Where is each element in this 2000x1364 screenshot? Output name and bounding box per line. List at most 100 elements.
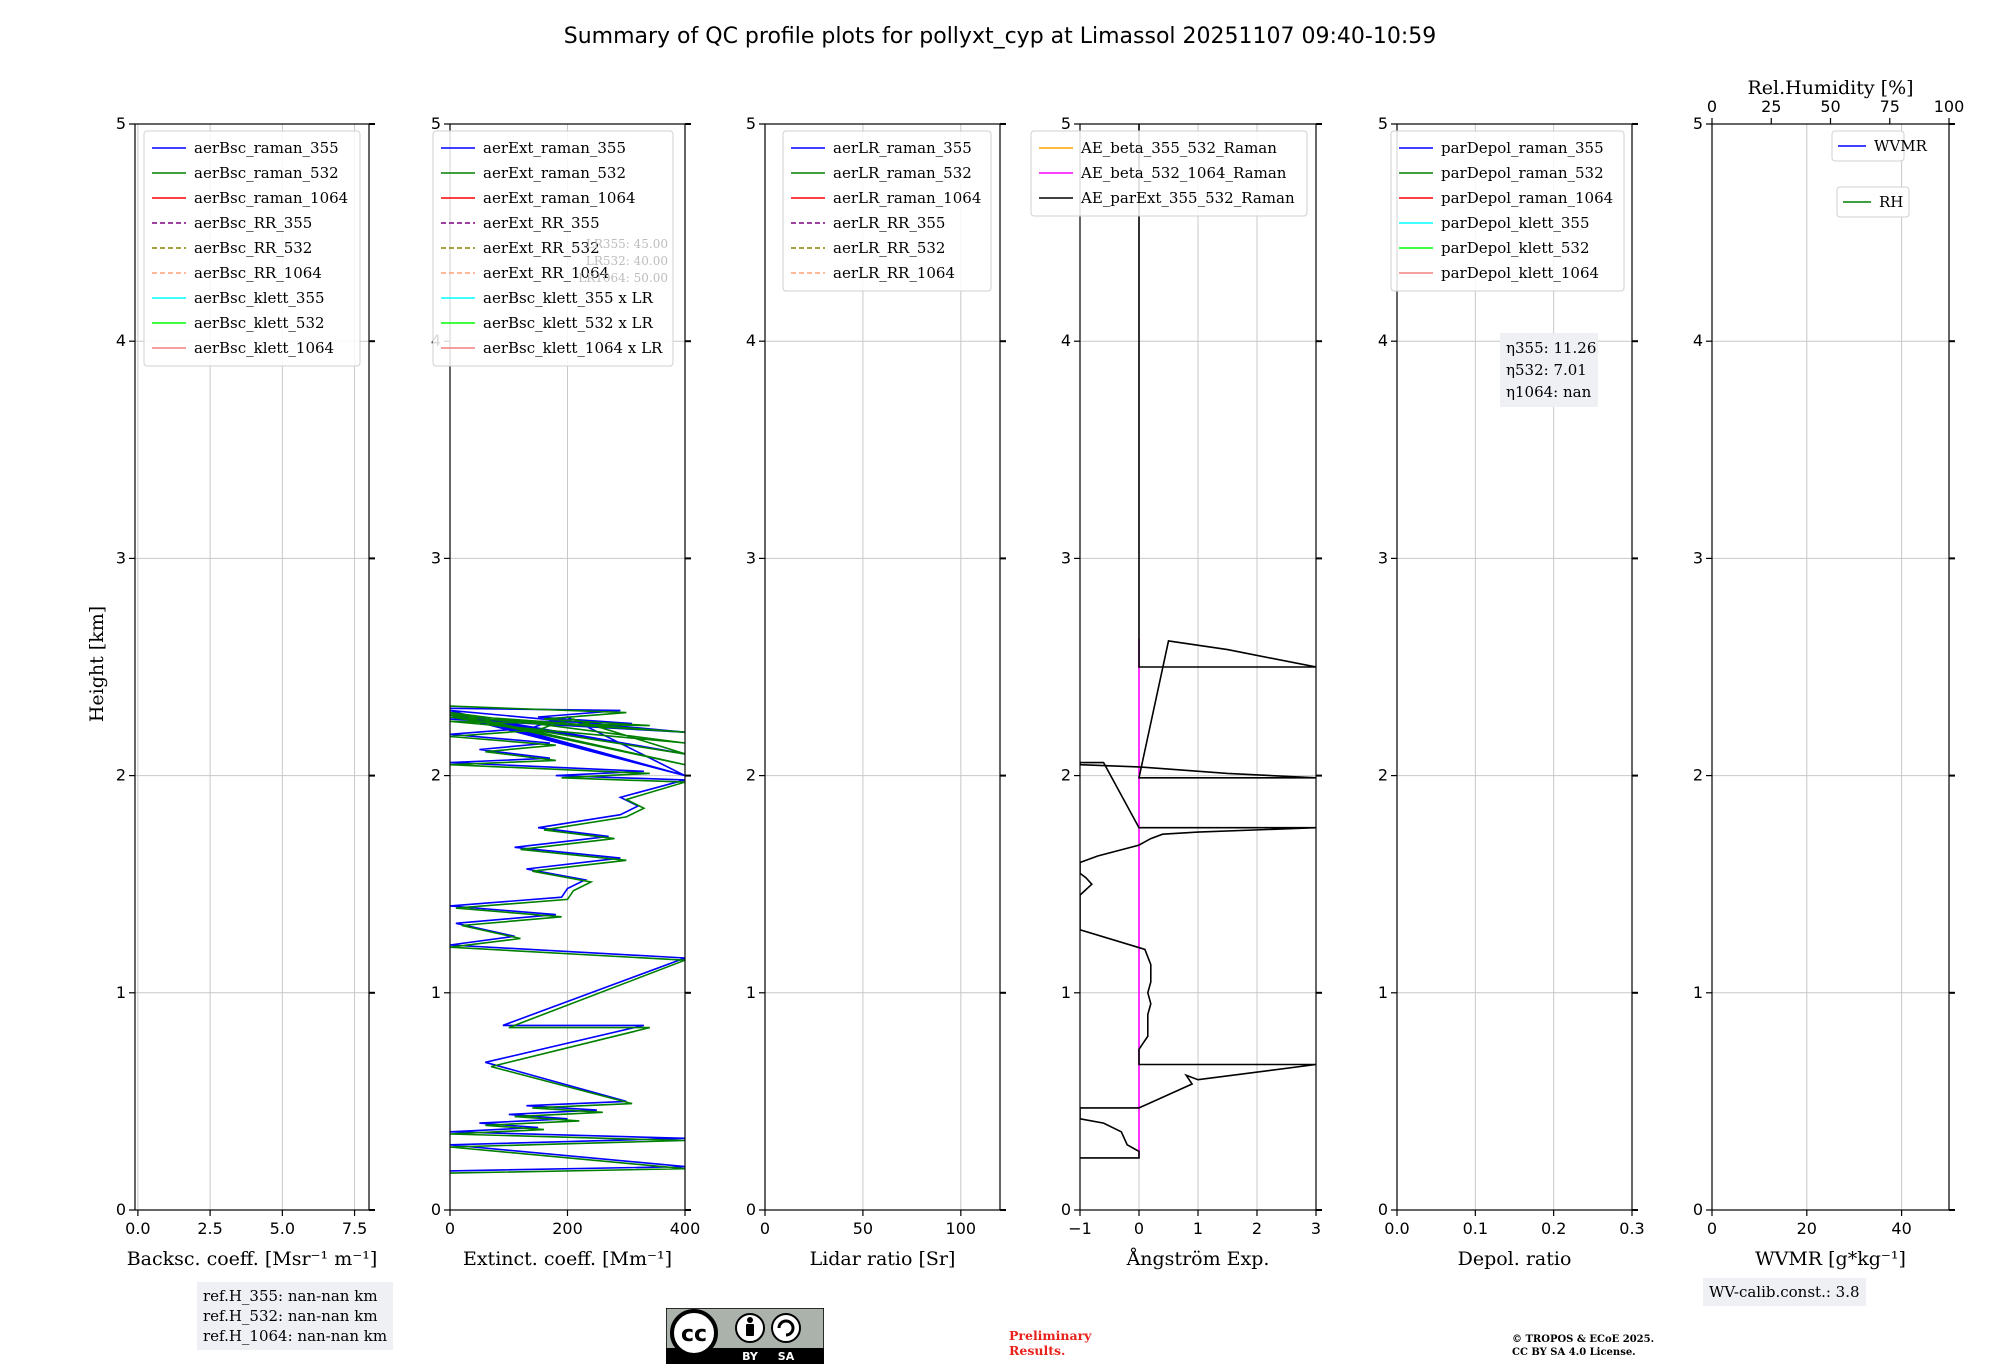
axes-frame bbox=[1396, 123, 1633, 1211]
legend-entry: aerLR_RR_1064 bbox=[833, 264, 955, 282]
x-axis-label: Ångström Exp. bbox=[1126, 1248, 1270, 1270]
share-alike-icon bbox=[771, 1313, 801, 1343]
x-tick-label: 3 bbox=[1311, 1219, 1321, 1238]
y-tick-label: 3 bbox=[431, 548, 441, 567]
y-tick-label: 2 bbox=[431, 766, 441, 785]
series-line-aerExt_raman_355 bbox=[450, 707, 685, 1172]
y-tick-label: 4 bbox=[1378, 331, 1388, 350]
legend-box: AE_beta_355_532_Raman AE_beta_532_1064_Ra… bbox=[1030, 130, 1308, 217]
preliminary-line-2: Results. bbox=[1009, 1343, 1066, 1358]
x-tick-label: 2 bbox=[1252, 1219, 1262, 1238]
y-tick-label: 2 bbox=[1061, 766, 1071, 785]
top-x-tick-label: 75 bbox=[1880, 97, 1900, 116]
wv-calibration-box: WV-calib.const.: 3.8 bbox=[1703, 1278, 1866, 1306]
y-tick-label: 0 bbox=[746, 1200, 756, 1219]
legend-entry: aerBsc_klett_355 x LR bbox=[483, 289, 654, 307]
legend-entry: AE_beta_355_532_Raman bbox=[1080, 139, 1277, 157]
y-tick-label: 3 bbox=[1693, 548, 1703, 567]
y-tick-label: 3 bbox=[116, 548, 126, 567]
x-tick-label: 50 bbox=[853, 1219, 873, 1238]
x-tick-label: 0.3 bbox=[1619, 1219, 1644, 1238]
eta-value: η532: 7.01 bbox=[1506, 361, 1587, 379]
attribution-icon-body bbox=[746, 1324, 754, 1336]
axes-frame bbox=[1711, 123, 1950, 1211]
x-tick-label: 1 bbox=[1193, 1219, 1203, 1238]
x-axis-label: Backsc. coeff. [Msr⁻¹ m⁻¹] bbox=[127, 1248, 378, 1270]
ref-height-355: ref.H_355: nan-nan km bbox=[203, 1287, 378, 1305]
y-tick-label: 2 bbox=[746, 766, 756, 785]
legend-frame bbox=[432, 130, 674, 367]
legend-entry: aerExt_RR_532 bbox=[483, 239, 600, 257]
legend-entry: aerLR_raman_1064 bbox=[833, 189, 981, 207]
y-tick-label: 3 bbox=[1378, 548, 1388, 567]
legend-box: aerBsc_raman_355 aerBsc_raman_532 aerBsc_r… bbox=[143, 130, 361, 367]
legend-entry: aerBsc_klett_355 bbox=[194, 289, 325, 307]
cc-sa-label: SA bbox=[778, 1350, 795, 1363]
y-tick-label: 5 bbox=[116, 114, 126, 133]
y-tick-label: 1 bbox=[431, 983, 441, 1002]
top-x-tick-label: 100 bbox=[1934, 97, 1965, 116]
legend-entry: aerLR_RR_532 bbox=[833, 239, 945, 257]
y-tick-label: 4 bbox=[1061, 331, 1071, 350]
legend-entry: parDepol_raman_355 bbox=[1441, 139, 1604, 157]
x-tick-label: 0.0 bbox=[1384, 1219, 1409, 1238]
top-x-tick-label: 25 bbox=[1761, 97, 1781, 116]
legend-entry: AE_parExt_355_532_Raman bbox=[1080, 189, 1295, 207]
legend-entry: AE_beta_532_1064_Raman bbox=[1080, 164, 1287, 182]
legend-frame bbox=[1390, 130, 1625, 292]
panel-bsc: 0.0 2.5 5.0 7.5 Backsc. coeff. [Msr⁻¹ m⁻¹] 0 1… bbox=[116, 114, 377, 1270]
legend-frame bbox=[1831, 130, 1905, 162]
legend-entry: parDepol_klett_1064 bbox=[1441, 264, 1599, 282]
y-tick-label: 3 bbox=[1061, 548, 1071, 567]
preliminary-line-1: Preliminary bbox=[1009, 1328, 1092, 1343]
y-tick-label: 0 bbox=[1378, 1200, 1388, 1219]
legend-entry: aerExt_raman_355 bbox=[483, 139, 626, 157]
x-tick-label: 0.2 bbox=[1541, 1219, 1566, 1238]
x-tick-label: 5.0 bbox=[270, 1219, 295, 1238]
attribution-icon-head bbox=[747, 1317, 753, 1323]
y-tick-label: 5 bbox=[431, 114, 441, 133]
top-axis-label: Rel.Humidity [%] bbox=[1747, 77, 1913, 99]
cc-logo-glyph: cc bbox=[681, 1322, 707, 1347]
legend-entry: parDepol_klett_532 bbox=[1441, 239, 1590, 257]
legend-entry: aerExt_RR_355 bbox=[483, 214, 600, 232]
panels-group: 0.0 2.5 5.0 7.5 Backsc. coeff. [Msr⁻¹ m⁻¹] 0 1… bbox=[116, 77, 1964, 1270]
y-tick-label: 2 bbox=[116, 766, 126, 785]
y-tick-label: 5 bbox=[1378, 114, 1388, 133]
y-tick-label: 4 bbox=[1693, 331, 1703, 350]
x-tick-label: 0 bbox=[760, 1219, 770, 1238]
x-tick-label: 0 bbox=[445, 1219, 455, 1238]
legend-entry: aerLR_raman_355 bbox=[833, 139, 972, 157]
legend-entry: aerLR_RR_355 bbox=[833, 214, 945, 232]
legend-box: aerExt_raman_355 aerExt_raman_532 aerExt_r… bbox=[432, 130, 674, 367]
y-tick-label: 4 bbox=[116, 331, 126, 350]
legend-entry: aerExt_raman_1064 bbox=[483, 189, 636, 207]
copyright-notice: © TROPOS & ECoE 2025. CC BY SA 4.0 Licen… bbox=[1512, 1333, 1654, 1359]
legend-entry: RH bbox=[1879, 193, 1903, 211]
x-tick-label: 0.0 bbox=[125, 1219, 150, 1238]
x-tick-label: 0 bbox=[1134, 1219, 1144, 1238]
legend-entry: aerBsc_raman_1064 bbox=[194, 189, 348, 207]
y-tick-label: 0 bbox=[116, 1200, 126, 1219]
figure-title: Summary of QC profile plots for pollyxt_… bbox=[564, 24, 1437, 49]
x-axis-label: Depol. ratio bbox=[1458, 1248, 1572, 1270]
legend-entry: aerBsc_klett_532 x LR bbox=[483, 314, 654, 332]
legend-box: WVMR bbox=[1831, 130, 1928, 162]
legend-entry: aerLR_raman_532 bbox=[833, 164, 972, 182]
legend-entry: aerBsc_klett_1064 x LR bbox=[483, 339, 663, 357]
x-tick-label: −1 bbox=[1068, 1219, 1092, 1238]
legend-entry: aerBsc_raman_355 bbox=[194, 139, 339, 157]
preliminary-results-note: Preliminary Results. bbox=[1009, 1328, 1091, 1358]
legend-box: aerLR_raman_355 aerLR_raman_532 aerLR_rama… bbox=[782, 130, 992, 292]
legend-entry: aerExt_raman_532 bbox=[483, 164, 626, 182]
axes-frame bbox=[134, 123, 370, 1211]
x-tick-label: 40 bbox=[1891, 1219, 1911, 1238]
y-tick-label: 0 bbox=[431, 1200, 441, 1219]
legend-entry: aerBsc_klett_532 bbox=[194, 314, 325, 332]
y-axis-label: Height [km] bbox=[86, 606, 108, 722]
copyright-line-1: © TROPOS & ECoE 2025. bbox=[1512, 1334, 1655, 1345]
lidar-ratio-note: LR532: 40.00 bbox=[586, 254, 668, 268]
reference-heights-box: ref.H_355: nan-nan km ref.H_532: nan-nan… bbox=[197, 1282, 394, 1350]
x-tick-label: 200 bbox=[552, 1219, 583, 1238]
